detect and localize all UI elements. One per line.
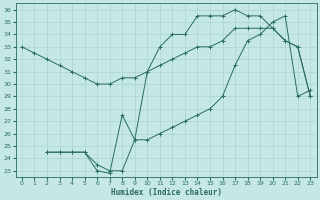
X-axis label: Humidex (Indice chaleur): Humidex (Indice chaleur) (111, 188, 221, 197)
